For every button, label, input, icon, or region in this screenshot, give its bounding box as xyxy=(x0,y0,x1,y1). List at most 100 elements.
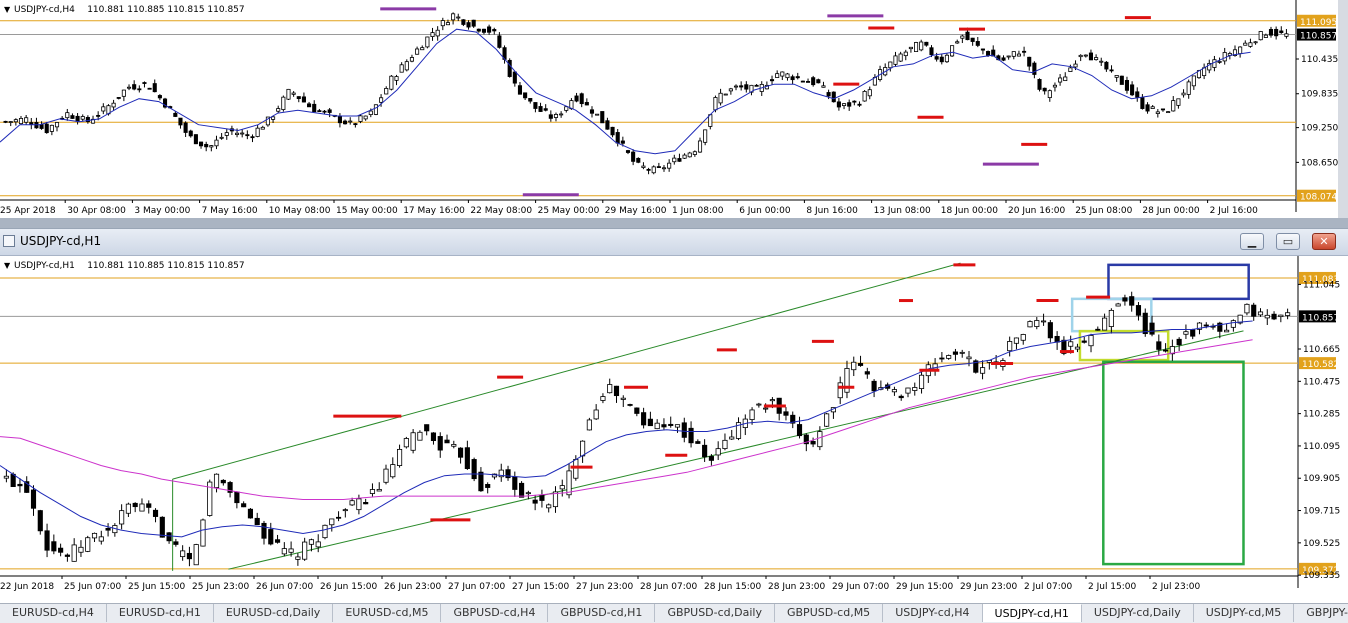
candle xyxy=(204,141,209,152)
candle-body xyxy=(1034,320,1040,327)
candle-body xyxy=(1217,322,1223,332)
candle xyxy=(559,111,564,118)
tab-eurusd-cd-h4[interactable]: EURUSD-cd,H4 xyxy=(0,604,107,622)
candle-body xyxy=(166,532,172,542)
h1-chart[interactable]: ▼ USDJPY-cd,H1 110.881 110.885 110.815 110… xyxy=(0,256,1348,604)
time-tick-label: 29 Jun 23:00 xyxy=(960,582,1017,592)
candle xyxy=(946,354,952,360)
price-label-box xyxy=(1299,562,1336,575)
tab-eurusd-cd-m5[interactable]: EURUSD-cd,M5 xyxy=(333,604,442,622)
candle xyxy=(973,359,979,374)
candle-body xyxy=(121,89,126,97)
candle xyxy=(1156,334,1162,355)
chart-tab-bar: EURUSD-cd,H4 EURUSD-cd,H1 EURUSD-cd,Daily E… xyxy=(0,603,1348,623)
tab-usdjpy-cd-h1[interactable]: USDJPY-cd,H1 xyxy=(982,604,1082,622)
candle-body xyxy=(944,54,949,63)
maximize-button[interactable]: ▭ xyxy=(1276,233,1300,250)
candle xyxy=(34,117,39,129)
candle-body xyxy=(481,28,487,33)
candle-body xyxy=(1166,111,1171,114)
tab-gbpusd-cd-m5[interactable]: GBPUSD-cd,M5 xyxy=(775,604,884,622)
tab-usdjpy-cd-m5[interactable]: USDJPY-cd,M5 xyxy=(1194,604,1295,622)
candle xyxy=(301,92,306,103)
candle-body xyxy=(1212,59,1217,68)
candle-body xyxy=(528,98,533,102)
candle xyxy=(733,84,739,91)
time-tick-label: 26 Jun 15:00 xyxy=(320,582,377,592)
candle-body xyxy=(268,529,274,545)
candle xyxy=(1130,81,1135,97)
candle xyxy=(613,385,620,403)
candle-body xyxy=(70,115,75,119)
candle xyxy=(844,360,850,399)
candle xyxy=(358,114,363,124)
candle-body xyxy=(857,103,862,106)
candle-body xyxy=(1068,341,1074,347)
candle-body xyxy=(1095,328,1101,331)
tab-gbpusd-cd-daily[interactable]: GBPUSD-cd,Daily xyxy=(655,604,775,622)
candle-body xyxy=(85,537,91,552)
price-label-box xyxy=(1299,271,1336,284)
candle-body xyxy=(898,395,904,399)
candle xyxy=(1016,50,1021,57)
h1-chart-window[interactable]: USDJPY-cd,H1 ▁ ▭ ✕ ▼ USDJPY-cd,H1 110.881 … xyxy=(0,228,1348,604)
tab-eurusd-cd-daily[interactable]: EURUSD-cd,Daily xyxy=(214,604,334,622)
candle-body xyxy=(564,106,569,111)
candle xyxy=(98,530,104,545)
candle-body xyxy=(435,29,440,37)
candle xyxy=(478,467,484,492)
candle-body xyxy=(39,124,44,129)
candle xyxy=(322,524,328,540)
candle xyxy=(728,87,733,95)
tab-gbpjpy-cd[interactable]: GBPJPY-cd, xyxy=(1294,604,1348,622)
candle xyxy=(512,71,517,87)
candle xyxy=(119,504,125,530)
candle-body xyxy=(769,79,775,82)
candle-body xyxy=(1196,322,1203,330)
candle xyxy=(281,95,286,112)
candle xyxy=(627,403,633,407)
candle xyxy=(373,104,378,116)
candle-body xyxy=(800,80,805,83)
candle-body xyxy=(260,126,265,130)
h4-scrollbar[interactable] xyxy=(1338,0,1348,218)
tab-eurusd-cd-h1[interactable]: EURUSD-cd,H1 xyxy=(107,604,214,622)
time-tick-label: 27 Jun 23:00 xyxy=(576,582,633,592)
tab-gbpusd-cd-h4[interactable]: GBPUSD-cd,H4 xyxy=(441,604,549,622)
tab-usdjpy-cd-h4[interactable]: USDJPY-cd,H4 xyxy=(883,604,983,622)
h4-chart-window[interactable]: ▼ USDJPY-cd,H4 110.881 110.885 110.815 110… xyxy=(0,0,1348,218)
candle xyxy=(837,376,843,405)
tab-usdjpy-cd-daily[interactable]: USDJPY-cd,Daily xyxy=(1082,604,1194,622)
candle-body xyxy=(343,120,348,125)
candle-body xyxy=(979,367,986,374)
candle xyxy=(1191,75,1196,90)
candle-body xyxy=(363,115,368,120)
candle-body xyxy=(912,387,918,391)
candle-body xyxy=(173,112,178,117)
time-tick-label: 2 Jul 15:00 xyxy=(1088,582,1137,592)
candle-body xyxy=(132,84,137,90)
h1-window-titlebar[interactable]: USDJPY-cd,H1 ▁ ▭ ✕ xyxy=(0,229,1348,256)
candle-body xyxy=(281,96,286,110)
candle xyxy=(1006,55,1011,60)
minimize-button[interactable]: ▁ xyxy=(1240,233,1264,250)
candle-body xyxy=(715,448,721,456)
close-button[interactable]: ✕ xyxy=(1312,233,1336,250)
candle-body xyxy=(157,95,162,99)
h4-chart[interactable]: ▼ USDJPY-cd,H4 110.881 110.885 110.815 110… xyxy=(0,0,1338,218)
candle-body xyxy=(805,81,811,83)
tab-gbpusd-cd-h1[interactable]: GBPUSD-cd,H1 xyxy=(548,604,656,622)
candle-body xyxy=(390,464,396,478)
candle-body xyxy=(78,546,84,553)
candle-body xyxy=(744,84,749,90)
candle xyxy=(224,128,229,140)
candle-body xyxy=(525,492,531,495)
candle-body xyxy=(1149,322,1155,335)
candle-body xyxy=(214,139,219,147)
price-label: 110.857 xyxy=(1300,32,1337,42)
candle xyxy=(595,113,600,116)
candle xyxy=(458,447,464,464)
price-label: 110.857 xyxy=(1302,313,1339,323)
time-tick-label: 10 May 08:00 xyxy=(269,206,331,216)
candle-body xyxy=(369,489,376,494)
